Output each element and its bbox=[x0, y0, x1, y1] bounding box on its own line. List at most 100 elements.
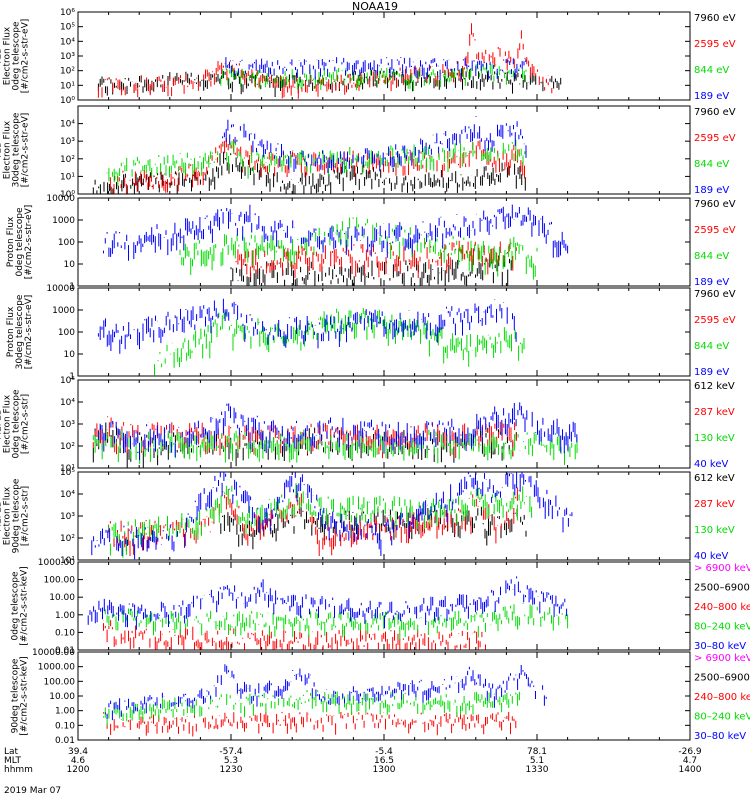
x-tick-label: 1200 bbox=[67, 765, 90, 775]
y-axis-label: MEPED bbox=[0, 408, 4, 440]
y-tick-label: 10⁴ bbox=[60, 37, 75, 47]
legend-entry: 240–800 keV bbox=[694, 692, 750, 703]
y-axis-label: Electron Flux bbox=[3, 120, 13, 179]
x-row-label: hhmm bbox=[4, 765, 33, 775]
y-tick-label: 0.10 bbox=[55, 628, 75, 638]
series-trace-ted-p-0 bbox=[179, 217, 538, 280]
legend-entry: 240–800 keV bbox=[694, 602, 750, 613]
legend-entry: 2595 eV bbox=[694, 39, 736, 50]
y-tick-label: 100.00 bbox=[44, 677, 76, 687]
date-label: 2019 Mar 07 bbox=[4, 786, 62, 796]
legend-entry: > 6900 keV bbox=[694, 653, 750, 664]
series-trace-meped-p-90 bbox=[104, 664, 547, 721]
y-tick-label: 0.10 bbox=[55, 721, 75, 731]
y-tick-label: 10⁰ bbox=[60, 96, 75, 106]
y-tick-label: 10³ bbox=[60, 52, 75, 62]
legend-entry: 30–80 keV bbox=[694, 641, 746, 652]
legend-entry: 287 keV bbox=[694, 407, 735, 418]
y-tick-label: 10² bbox=[60, 534, 75, 544]
y-tick-label: 10³ bbox=[60, 420, 75, 430]
series-trace-ted-p-30 bbox=[97, 298, 517, 354]
y-axis-label: [#/cm2-s-str-eV] bbox=[21, 113, 31, 188]
legend-entry: 844 eV bbox=[694, 65, 729, 76]
y-tick-label: 10.00 bbox=[49, 593, 75, 603]
legend-entry: 2500–6900 bbox=[694, 583, 750, 594]
panel-frame-ted-e-0 bbox=[77, 11, 691, 101]
y-axis-label: [#/cm2-s-str-eV] bbox=[21, 19, 31, 94]
legend-entry: 40 keV bbox=[694, 459, 728, 470]
series-trace-ted-p-0 bbox=[230, 255, 512, 286]
y-tick-label: 10⁶ bbox=[60, 8, 75, 18]
x-row-label: Lat bbox=[4, 747, 19, 757]
x-tick-label: 1230 bbox=[220, 765, 243, 775]
x-tick-label: 1330 bbox=[526, 765, 549, 775]
legend-entry: 189 eV bbox=[694, 185, 729, 196]
x-tick-label: 4.6 bbox=[71, 756, 86, 766]
y-tick-label: 10⁴ bbox=[60, 398, 75, 408]
y-tick-label: 10⁵ bbox=[60, 468, 75, 478]
y-tick-label: 10⁵ bbox=[60, 376, 75, 386]
legend-entry: 2595 eV bbox=[694, 133, 736, 144]
y-tick-label: 10000 bbox=[46, 284, 75, 294]
y-tick-label: 10000.00 bbox=[32, 648, 75, 658]
x-tick-label: 5.1 bbox=[530, 756, 544, 766]
y-tick-label: 100.00 bbox=[44, 576, 76, 586]
x-tick-label: 39.4 bbox=[68, 747, 88, 757]
legend-entry: 287 keV bbox=[694, 499, 735, 510]
x-tick-label: 5.3 bbox=[224, 756, 238, 766]
series-trace-meped-e-90 bbox=[91, 472, 573, 560]
panel-frame-meped-e-90 bbox=[77, 471, 691, 561]
x-tick-label: -5.4 bbox=[375, 747, 393, 757]
legend-entry: 7960 eV bbox=[694, 107, 736, 118]
y-axis-label: 0deg telescope bbox=[12, 21, 22, 91]
legend-entry: 130 keV bbox=[694, 433, 735, 444]
legend-entry: 844 eV bbox=[694, 159, 729, 170]
series-trace-meped-e-90 bbox=[108, 483, 533, 558]
legend-entry: 189 eV bbox=[694, 91, 729, 102]
series-trace-ted-p-0 bbox=[103, 204, 569, 261]
y-tick-label: 1 bbox=[69, 282, 75, 292]
series-trace-ted-e-0 bbox=[220, 63, 527, 92]
y-axis-label: Proton Flux bbox=[6, 306, 16, 357]
series-trace-meped-p-90 bbox=[103, 690, 522, 726]
y-axis-label: Proton Flux bbox=[6, 216, 16, 267]
y-tick-label: 100 bbox=[58, 328, 75, 338]
y-axis-label: [#/cm2-s-str-eV] bbox=[24, 205, 34, 280]
y-axis-label: Electron Flux bbox=[3, 394, 13, 453]
y-tick-label: 10⁴ bbox=[60, 490, 75, 500]
y-axis-label: TED bbox=[0, 141, 4, 160]
page-title: NOAA19 bbox=[351, 0, 399, 13]
legend-entry: 2595 eV bbox=[694, 315, 736, 326]
y-tick-label: 10¹ bbox=[60, 81, 75, 91]
series-trace-meped-p-0 bbox=[103, 620, 486, 650]
y-tick-label: 100 bbox=[58, 238, 75, 248]
x-tick-label: -26.9 bbox=[678, 747, 702, 757]
y-axis-label: Electron Flux bbox=[3, 486, 13, 545]
series-trace-ted-e-30 bbox=[92, 151, 526, 194]
y-tick-label: 1.00 bbox=[55, 707, 75, 717]
legend-entry: 30–80 keV bbox=[694, 731, 746, 742]
y-axis-label: [#/cm2-s-str-keV] bbox=[20, 656, 30, 735]
y-tick-label: 1 bbox=[69, 372, 75, 382]
y-axis-label: 0deg telescope bbox=[12, 389, 22, 459]
y-axis-label: 30deg telescope bbox=[15, 294, 25, 369]
legend-entry: 189 eV bbox=[694, 367, 729, 378]
legend-entry: 844 eV bbox=[694, 251, 729, 262]
y-axis-label: [#/cm2-s-str] bbox=[21, 486, 31, 546]
y-tick-label: 1000 bbox=[52, 216, 75, 226]
y-tick-label: 10⁵ bbox=[60, 23, 75, 33]
y-axis-label: Electron Flux bbox=[3, 26, 13, 85]
y-axis-label: 90deg telescope bbox=[11, 658, 21, 733]
series-trace-meped-e-0 bbox=[92, 422, 517, 468]
legend-entry: 7960 eV bbox=[694, 289, 736, 300]
series-trace-ted-e-30 bbox=[222, 116, 527, 173]
legend-entry: 189 eV bbox=[694, 277, 729, 288]
legend-entry: 40 keV bbox=[694, 551, 728, 562]
legend-entry: 7960 eV bbox=[694, 13, 736, 24]
y-tick-label: 10² bbox=[60, 442, 75, 452]
x-tick-label: 1300 bbox=[373, 765, 396, 775]
y-axis-label: 90deg telescope bbox=[12, 478, 22, 553]
y-axis-label: 30deg telescope bbox=[12, 112, 22, 187]
x-tick-label: 16.5 bbox=[374, 756, 394, 766]
